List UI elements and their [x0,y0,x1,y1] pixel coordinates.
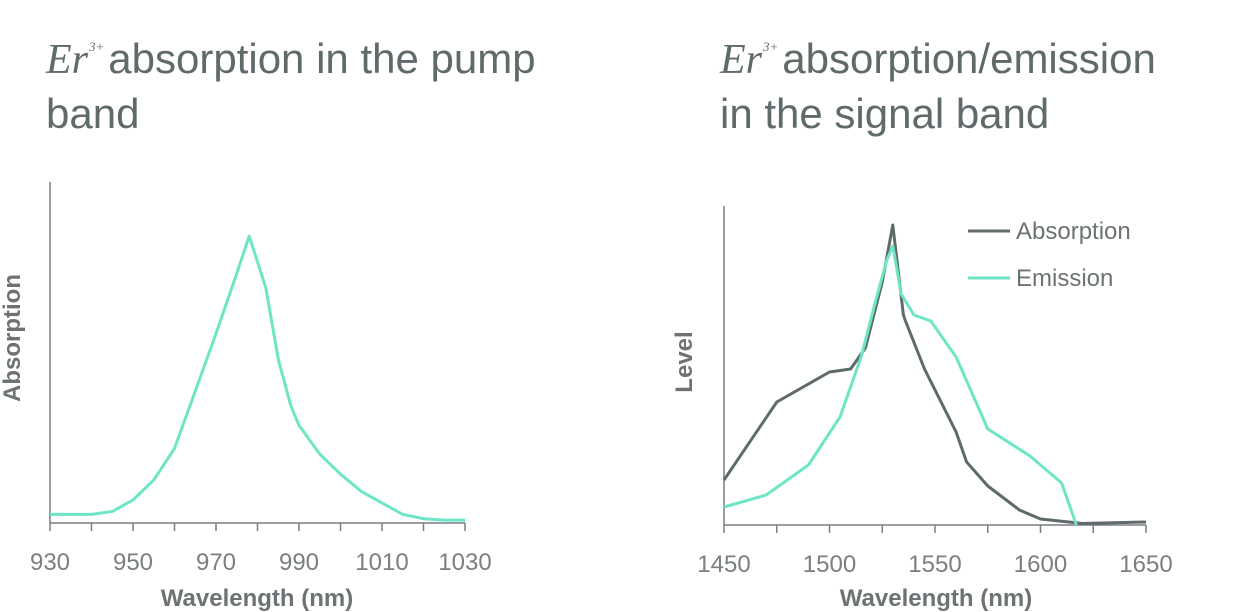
right-title-species: Er [720,37,762,83]
left-x-tick-label: 950 [113,549,153,576]
left-x-tick-label: 1030 [438,549,491,576]
right-x-tick-label: 1450 [697,551,750,578]
left-title-line2: band [46,90,140,137]
right-y-axis-label: Level [671,331,698,392]
right-x-tick-label: 1600 [1014,551,1067,578]
legend-label-absorption: Absorption [1016,218,1131,245]
right-title-superscript: 3+ [763,39,779,54]
left-series-line-0 [50,234,465,522]
left-x-tick-label: 990 [279,549,319,576]
left-chart: 930 950 970 990 1010 1030 Wavelength (nm) Abs… [0,182,492,612]
left-title-species: Er [46,37,88,83]
right-chart: 1450 1500 1550 1600 1650 Wavelength (nm) Lev… [671,206,1173,612]
right-title-line2: in the signal band [720,90,1050,137]
legend-label-emission: Emission [1016,265,1113,292]
left-x-axis-label: Wavelength (nm) [161,585,353,612]
right-series-line-absorption [722,223,1147,525]
right-chart-title: Er3+absorption/emission in the signal ba… [720,20,1156,141]
left-title-superscript: 3+ [89,39,105,54]
right-x-axis-label: Wavelength (nm) [840,585,1032,612]
left-x-tick-label: 970 [196,549,236,576]
right-title-line1: absorption/emission [782,35,1156,82]
left-x-tick-label: 930 [30,549,70,576]
left-title-line1: absorption in the pump [108,35,536,82]
left-x-ticks: 930 950 970 990 1010 1030 [30,523,492,576]
right-x-tick-label: 1500 [803,551,856,578]
legend: Absorption Emission [968,218,1131,292]
left-x-tick-label: 1010 [355,549,408,576]
right-series [722,223,1147,526]
right-x-ticks: 1450 1500 1550 1600 1650 [697,525,1173,578]
right-x-tick-label: 1550 [908,551,961,578]
right-x-tick-label: 1650 [1119,551,1172,578]
left-series [50,234,465,522]
right-series-line-emission [723,244,1078,526]
left-y-axis-label: Absorption [0,274,26,402]
left-chart-title: Er3+absorption in the pump band [46,20,536,141]
